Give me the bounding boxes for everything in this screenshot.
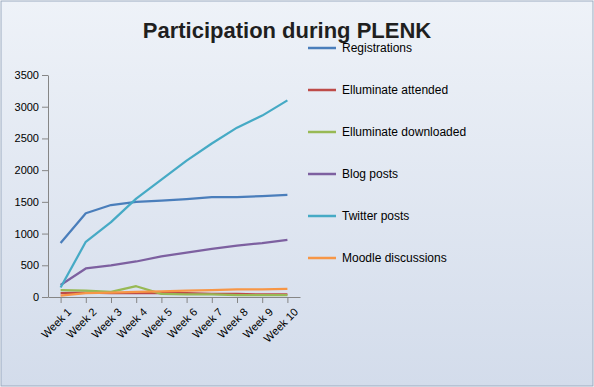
series-line [61, 240, 288, 285]
y-tick: 0 [33, 291, 48, 303]
series-line [61, 286, 288, 295]
y-tick-mark [42, 107, 48, 108]
y-tick: 500 [21, 259, 48, 271]
background [1, 1, 593, 386]
series-line [61, 289, 288, 296]
x-axis: Week 1Week 2Week 3Week 4Week 5Week 6Week… [39, 297, 301, 345]
legend-swatch [308, 47, 336, 50]
legend-swatch [308, 173, 336, 176]
legend-label: Blog posts [342, 167, 398, 181]
legend-swatch [308, 215, 336, 218]
x-tick-mark [136, 297, 137, 303]
title: Participation during PLENK [143, 18, 432, 43]
legend-label: Moodle discussions [342, 251, 447, 265]
y-tick-label: 2000 [15, 164, 39, 176]
y-tick-label: 3500 [15, 69, 39, 81]
x-tick-mark [187, 297, 188, 303]
y-tick: 1000 [15, 228, 48, 240]
y-tick: 1500 [15, 196, 48, 208]
y-tick-mark [42, 265, 48, 266]
y-tick-mark [42, 170, 48, 171]
y-tick: 3500 [15, 69, 48, 81]
y-tick: 3000 [15, 101, 48, 113]
y-tick-label: 1500 [15, 196, 39, 208]
x-tick-mark [161, 297, 162, 303]
y-tick-mark [42, 297, 48, 298]
x-tick-mark [86, 297, 87, 303]
x-tick: Week 10 [261, 297, 300, 345]
y-tick-label: 3000 [15, 101, 39, 113]
series-line [61, 100, 288, 287]
legend-swatch [308, 89, 336, 92]
legend-label: Registrations [342, 41, 412, 55]
legend-swatch [308, 131, 336, 134]
x-tick-label: Week 10 [261, 306, 300, 345]
y-tick-mark [42, 234, 48, 235]
y-axis: 0 500 1000 1500 2000 2500 3000 3500 [15, 69, 49, 303]
y-tick-mark [42, 202, 48, 203]
y-tick-label: 0 [33, 291, 39, 303]
legend-label: Elluminate attended [342, 83, 448, 97]
legend-swatch [308, 257, 336, 260]
x-tick-mark [212, 297, 213, 303]
y-tick-label: 500 [21, 259, 39, 271]
x-tick-mark [61, 297, 62, 303]
y-tick-mark [42, 75, 48, 76]
legend-label: Twitter posts [342, 209, 409, 223]
x-tick-mark [237, 297, 238, 303]
y-tick: 2000 [15, 164, 48, 176]
y-tick-label: 2500 [15, 132, 39, 144]
x-tick-mark [262, 297, 263, 303]
x-tick-mark [111, 297, 112, 303]
y-tick-label: 1000 [15, 228, 39, 240]
y-tick: 2500 [15, 132, 48, 144]
plot-area [61, 100, 288, 295]
legend-label: Elluminate downloaded [342, 125, 466, 139]
y-axis-line [48, 76, 49, 298]
x-tick-mark [287, 297, 288, 303]
legend: Registrations Elluminate attended Ellumina… [308, 41, 466, 265]
y-tick-mark [42, 138, 48, 139]
